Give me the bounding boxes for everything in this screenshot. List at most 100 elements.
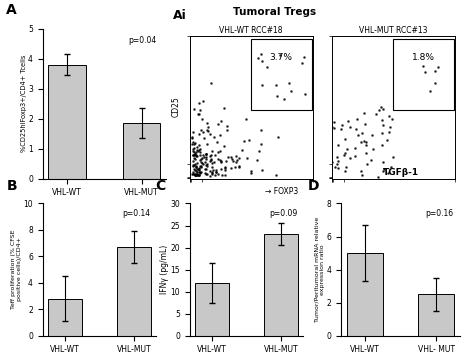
Point [341, 137, 349, 142]
Point [258, 82, 266, 88]
Text: Tumoral Tregs: Tumoral Tregs [233, 7, 317, 17]
Text: B: B [6, 179, 17, 193]
Point [274, 135, 282, 140]
Point [202, 151, 210, 157]
Point [214, 121, 222, 127]
Point [194, 167, 202, 172]
Point [192, 168, 200, 174]
Point [217, 149, 224, 154]
Point [190, 155, 198, 161]
Point [358, 130, 365, 136]
Point [191, 152, 198, 158]
Point [189, 146, 197, 152]
Bar [419, 294, 455, 336]
Point [235, 156, 243, 161]
Point [207, 152, 215, 158]
Point [192, 172, 200, 178]
Point [273, 82, 280, 88]
Point [188, 141, 196, 147]
Point [244, 156, 251, 161]
Point [328, 124, 336, 130]
Text: p=0.04: p=0.04 [128, 36, 156, 45]
Point [344, 118, 352, 124]
Point [192, 171, 200, 176]
Point [385, 129, 393, 135]
Point [245, 137, 252, 142]
Point [193, 169, 201, 175]
Point [214, 171, 221, 176]
Point [298, 60, 306, 66]
Point [191, 156, 199, 161]
Point [201, 170, 209, 176]
Point [351, 153, 359, 159]
Point [203, 162, 210, 168]
Point [192, 172, 200, 177]
Bar [117, 247, 151, 336]
Point [211, 152, 219, 157]
Point [379, 106, 386, 112]
Point [352, 126, 360, 132]
Point [431, 68, 439, 74]
Point [222, 158, 229, 164]
Point [229, 158, 237, 164]
Point [287, 88, 295, 94]
Point [330, 125, 337, 131]
Point [367, 157, 375, 163]
Text: 1.8%: 1.8% [411, 53, 435, 62]
Point [196, 131, 203, 136]
Point [360, 110, 368, 116]
Point [206, 169, 214, 174]
Point [346, 124, 354, 130]
Point [343, 164, 350, 170]
Point [191, 151, 199, 157]
Text: p=0.16: p=0.16 [426, 209, 454, 218]
Point [191, 140, 198, 145]
Point [191, 172, 199, 178]
Point [188, 135, 196, 140]
Point [344, 146, 351, 152]
Point [197, 169, 205, 175]
Point [228, 154, 235, 160]
Point [328, 159, 336, 165]
Point [218, 118, 225, 124]
Point [202, 151, 210, 157]
Point [337, 126, 345, 132]
Point [214, 156, 222, 162]
Point [190, 158, 197, 164]
Point [431, 80, 438, 85]
Point [202, 159, 210, 165]
Point [204, 124, 212, 130]
Point [195, 172, 202, 178]
Point [257, 51, 264, 56]
Point [194, 172, 201, 178]
Point [378, 142, 386, 148]
Point [194, 111, 202, 117]
Point [202, 154, 210, 160]
Point [218, 159, 225, 164]
Point [426, 88, 434, 94]
Title: VHL-WT RCC#18: VHL-WT RCC#18 [219, 26, 283, 35]
Point [210, 159, 218, 165]
Point [301, 91, 309, 97]
Point [232, 153, 240, 159]
Point [206, 158, 214, 164]
Point [258, 58, 266, 64]
Point [197, 159, 205, 165]
Point [203, 171, 211, 177]
Point [202, 156, 210, 162]
Point [333, 161, 340, 167]
Point [223, 124, 231, 129]
Point [189, 171, 196, 177]
Point [202, 166, 210, 172]
Point [191, 171, 198, 176]
Point [191, 162, 199, 167]
Point [195, 169, 203, 175]
Point [194, 148, 201, 154]
Y-axis label: CD25: CD25 [172, 97, 181, 117]
Point [221, 165, 229, 171]
Point [334, 142, 342, 148]
Text: TGFβ-1: TGFβ-1 [383, 168, 419, 177]
Point [388, 117, 396, 122]
Point [196, 101, 203, 106]
Point [362, 150, 370, 156]
